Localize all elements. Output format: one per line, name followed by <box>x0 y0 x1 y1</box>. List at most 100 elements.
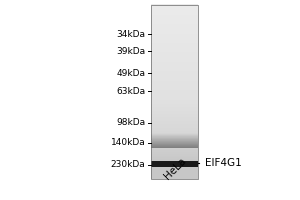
Bar <box>152 60 198 61</box>
Bar <box>152 78 198 79</box>
Bar <box>152 138 198 139</box>
Bar <box>152 77 198 78</box>
Bar <box>152 60 198 61</box>
Bar <box>152 67 198 68</box>
Bar <box>152 173 198 174</box>
Bar <box>152 11 198 12</box>
Bar <box>152 103 198 104</box>
Bar <box>152 131 198 132</box>
Bar <box>152 57 198 58</box>
Bar <box>152 21 198 22</box>
Text: 63kDa: 63kDa <box>116 87 146 96</box>
Bar <box>152 28 198 29</box>
Bar <box>152 72 198 73</box>
Bar <box>152 122 198 123</box>
Bar <box>152 124 198 125</box>
Bar <box>152 49 198 50</box>
Bar <box>152 100 198 101</box>
Bar <box>152 41 198 42</box>
Bar <box>152 138 198 139</box>
Bar <box>152 140 198 141</box>
Text: 34kDa: 34kDa <box>116 30 146 39</box>
Bar <box>152 130 198 131</box>
Bar <box>152 176 198 177</box>
Bar <box>152 155 198 156</box>
Bar <box>152 59 198 60</box>
Bar <box>152 82 198 83</box>
Bar <box>152 133 198 134</box>
Bar <box>152 81 198 82</box>
Bar <box>152 34 198 35</box>
Bar <box>152 57 198 58</box>
Bar <box>152 99 198 100</box>
Bar <box>152 116 198 117</box>
Bar <box>152 62 198 63</box>
Bar <box>152 85 198 86</box>
Bar <box>152 63 198 64</box>
Bar <box>152 22 198 23</box>
Bar <box>152 39 198 40</box>
Bar <box>152 21 198 22</box>
Bar <box>152 171 198 172</box>
Bar <box>152 93 198 94</box>
Bar <box>152 144 198 145</box>
Bar <box>152 71 198 72</box>
Bar <box>152 166 198 167</box>
Bar <box>152 162 198 163</box>
Bar <box>152 141 198 142</box>
Bar <box>152 84 198 85</box>
Bar <box>152 143 198 144</box>
Bar <box>152 120 198 121</box>
Bar <box>152 135 198 136</box>
Bar <box>152 14 198 15</box>
Bar <box>152 106 198 107</box>
Bar <box>152 16 198 17</box>
Bar <box>152 35 198 36</box>
Bar <box>152 94 198 95</box>
Bar <box>152 156 198 157</box>
Bar <box>152 174 198 175</box>
Bar <box>152 141 198 142</box>
Bar <box>152 124 198 125</box>
Bar <box>152 110 198 111</box>
Bar <box>152 25 198 26</box>
Bar <box>152 31 198 32</box>
Bar <box>152 101 198 102</box>
Bar <box>152 9 198 10</box>
Bar <box>152 42 198 43</box>
Bar <box>152 120 198 121</box>
Bar <box>152 102 198 103</box>
Bar <box>152 50 198 51</box>
Bar <box>152 69 198 70</box>
Bar <box>152 44 198 45</box>
Bar <box>152 85 198 86</box>
Bar <box>152 30 198 31</box>
Text: 98kDa: 98kDa <box>116 118 146 127</box>
Bar <box>152 121 198 122</box>
Bar <box>152 146 198 147</box>
Bar <box>152 146 198 147</box>
Text: 49kDa: 49kDa <box>116 69 146 78</box>
Bar <box>152 170 198 171</box>
Bar <box>152 14 198 15</box>
Bar <box>152 52 198 53</box>
Bar <box>152 118 198 119</box>
Bar <box>152 95 198 96</box>
Bar <box>152 28 198 29</box>
Bar <box>152 5 198 6</box>
Bar <box>152 163 198 164</box>
Bar <box>152 74 198 75</box>
Bar <box>152 81 198 82</box>
Bar <box>152 35 198 36</box>
Bar <box>152 173 198 174</box>
Bar <box>152 76 198 77</box>
Bar <box>152 175 198 176</box>
Bar <box>152 75 198 76</box>
Text: EIF4G1: EIF4G1 <box>205 158 242 168</box>
Bar <box>152 83 198 84</box>
Bar <box>152 45 198 46</box>
Bar <box>152 46 198 47</box>
Bar <box>152 110 198 111</box>
Bar <box>152 147 198 148</box>
Bar <box>152 157 198 158</box>
